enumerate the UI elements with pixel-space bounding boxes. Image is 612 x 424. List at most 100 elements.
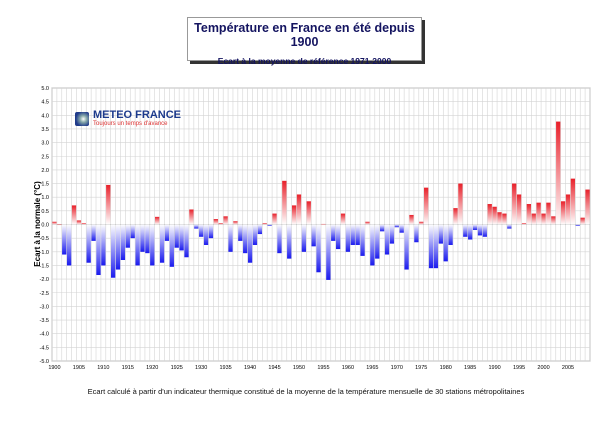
bar-1989 bbox=[487, 204, 492, 225]
bar-1926 bbox=[179, 224, 184, 251]
bar-1998 bbox=[531, 213, 536, 225]
bar-1960 bbox=[345, 224, 351, 252]
bar-1905 bbox=[76, 220, 82, 225]
bar-1987 bbox=[477, 224, 483, 236]
y-tick-label: 2.0 bbox=[41, 168, 49, 174]
bar-1959 bbox=[340, 213, 346, 225]
y-tick-label: 5.0 bbox=[41, 86, 49, 92]
logo-name: METEO FRANCE bbox=[93, 109, 181, 121]
bar-1951 bbox=[301, 224, 307, 252]
bar-1908 bbox=[91, 224, 96, 241]
y-tick-label: -2.0 bbox=[40, 277, 49, 283]
bar-1956 bbox=[326, 224, 331, 280]
bar-1974 bbox=[414, 224, 419, 243]
bar-1994 bbox=[512, 183, 517, 225]
y-tick-label: 3.5 bbox=[41, 127, 49, 133]
bar-1923 bbox=[164, 224, 170, 241]
bar-1954 bbox=[316, 224, 321, 273]
bar-1924 bbox=[169, 224, 174, 267]
axes: -5.0 -4.5 -4.0 -3.5 -3.0 -2.5 -2.0 -1.5 -1.0 -0.5… bbox=[40, 86, 575, 371]
x-tick-label: 1950 bbox=[293, 365, 305, 371]
y-tick-label: -2.5 bbox=[40, 291, 49, 297]
bar-1958 bbox=[335, 224, 341, 250]
x-tick-label: 1915 bbox=[122, 365, 134, 371]
x-tick-label: 1945 bbox=[268, 365, 280, 371]
bar-1997 bbox=[526, 204, 532, 225]
y-tick-label: -5.0 bbox=[40, 359, 49, 365]
bar-1942 bbox=[257, 224, 263, 235]
bar-1947 bbox=[282, 180, 287, 225]
x-tick-label: 1990 bbox=[489, 365, 501, 371]
bar-1970 bbox=[394, 224, 399, 228]
bar-1964 bbox=[365, 221, 370, 225]
y-tick-label: 1.0 bbox=[41, 195, 49, 201]
x-tick-label: 1940 bbox=[244, 365, 256, 371]
x-tick-label: 1925 bbox=[171, 365, 183, 371]
bar-1931 bbox=[203, 224, 209, 245]
bar-1993 bbox=[507, 224, 512, 229]
bar-1978 bbox=[433, 224, 439, 269]
bar-1957 bbox=[331, 224, 336, 241]
bar-1912 bbox=[110, 224, 116, 278]
bar-1915 bbox=[125, 224, 130, 248]
y-tick-label: -3.0 bbox=[40, 304, 49, 310]
bar-1969 bbox=[389, 224, 395, 244]
bar-2006 bbox=[570, 178, 576, 225]
x-tick-label: 1910 bbox=[97, 365, 109, 371]
bar-1932 bbox=[208, 224, 214, 239]
x-tick-label: 1905 bbox=[73, 365, 85, 371]
bar-1916 bbox=[130, 224, 135, 239]
bar-1901 bbox=[57, 224, 62, 226]
y-tick-label: 3.0 bbox=[41, 141, 49, 147]
meteo-france-logo: METEO FRANCE Toujours un temps d'avance bbox=[75, 110, 181, 128]
bar-1955 bbox=[321, 223, 326, 225]
bar-2008 bbox=[580, 217, 585, 225]
bar-1962 bbox=[355, 224, 360, 245]
bar-1977 bbox=[428, 224, 434, 269]
bar-1953 bbox=[311, 224, 316, 247]
bar-1928 bbox=[189, 209, 194, 225]
bar-1945 bbox=[272, 213, 277, 225]
bar-1995 bbox=[516, 194, 522, 225]
x-tick-label: 1985 bbox=[464, 365, 476, 371]
x-tick-label: 1975 bbox=[415, 365, 427, 371]
bar-1910 bbox=[101, 224, 106, 266]
bar-1984 bbox=[463, 224, 468, 237]
x-tick-label: 1900 bbox=[48, 365, 60, 371]
bar-1922 bbox=[159, 224, 165, 263]
bar-1992 bbox=[502, 213, 507, 225]
bar-1935 bbox=[223, 216, 228, 225]
y-tick-label: -1.5 bbox=[40, 263, 49, 269]
chart-subtitle: Ecart à la moyenne de référence 1971-200… bbox=[217, 56, 392, 66]
bar-1934 bbox=[218, 223, 223, 225]
bar-1961 bbox=[350, 224, 355, 245]
x-tick-label: 1970 bbox=[391, 365, 403, 371]
bar-1986 bbox=[472, 224, 478, 230]
bar-1929 bbox=[194, 224, 199, 229]
bar-1903 bbox=[66, 224, 72, 266]
bar-1952 bbox=[306, 201, 311, 225]
bar-1976 bbox=[424, 187, 429, 225]
title-box: Température en France en été depuis 1900… bbox=[187, 17, 422, 66]
bar-1902 bbox=[62, 224, 67, 255]
x-tick-label: 1980 bbox=[440, 365, 452, 371]
bar-1918 bbox=[140, 224, 145, 252]
bar-1917 bbox=[135, 224, 140, 266]
bar-2003 bbox=[556, 121, 561, 225]
bar-1948 bbox=[287, 224, 292, 259]
bar-1927 bbox=[184, 224, 189, 258]
y-tick-label: -0.5 bbox=[40, 236, 49, 242]
y-tick-label: -4.0 bbox=[40, 332, 49, 338]
bar-2005 bbox=[565, 194, 571, 225]
bar-1936 bbox=[228, 224, 233, 252]
bar-2004 bbox=[560, 201, 566, 225]
x-tick-label: 1930 bbox=[195, 365, 207, 371]
bar-1972 bbox=[404, 224, 409, 270]
y-axis-label: Ecart à la normale (°C) bbox=[33, 181, 42, 267]
y-tick-label: 4.5 bbox=[41, 100, 49, 106]
bar-1981 bbox=[448, 224, 453, 245]
bar-1999 bbox=[536, 202, 541, 225]
x-tick-label: 1960 bbox=[342, 365, 354, 371]
bar-1982 bbox=[453, 208, 458, 225]
